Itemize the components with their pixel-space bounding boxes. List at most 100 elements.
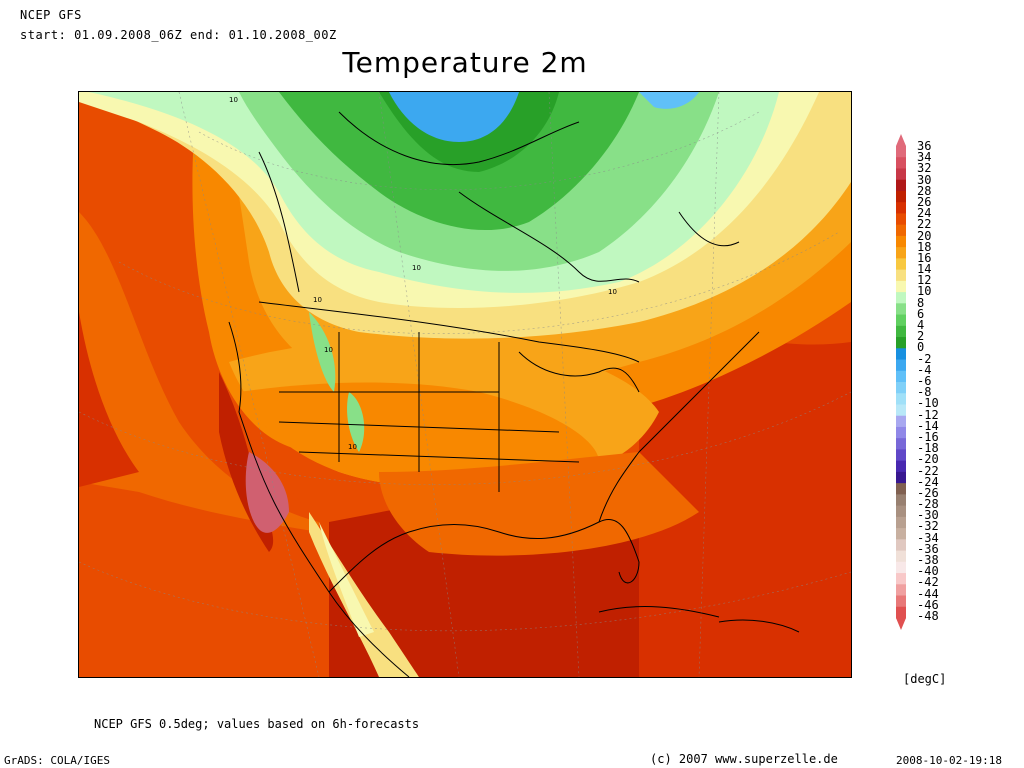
legend-tick-label: -22: [917, 463, 939, 478]
legend-swatch: [896, 516, 906, 529]
legend-swatch: [896, 190, 906, 203]
model-name: NCEP GFS: [20, 8, 82, 22]
legend-tick-label: 22: [917, 217, 932, 232]
legend-swatch: [896, 314, 906, 327]
legend-tick-label: -30: [917, 508, 939, 523]
legend-swatch: [896, 426, 906, 439]
legend-tick-label: 18: [917, 239, 932, 254]
legend-tick-label: 6: [917, 306, 925, 321]
legend-tick-label: 16: [917, 250, 932, 265]
legend-tick-label: -10: [917, 396, 939, 411]
legend-swatch: [896, 235, 906, 248]
legend-swatch: [896, 370, 906, 383]
legend-swatch: [896, 483, 906, 495]
legend-swatch: [896, 550, 906, 563]
legend-swatch: [896, 247, 906, 259]
legend-tick-label: 24: [917, 206, 932, 221]
temperature-map: 10 10 10 10 10 10: [78, 91, 852, 678]
legend-swatch: [896, 471, 906, 484]
legend-swatch: [896, 168, 906, 181]
legend-swatch: [896, 325, 906, 338]
legend-tick-label: -28: [917, 497, 939, 512]
legend-tick-label: -34: [917, 530, 939, 545]
map-title: Temperature 2m: [342, 46, 588, 79]
legend-max-arrow: [896, 134, 906, 146]
legend-swatch: [896, 505, 906, 518]
legend-swatch: [896, 303, 906, 316]
legend-swatch: [896, 539, 906, 552]
legend-swatch: [896, 337, 906, 349]
contour-label: 10: [324, 346, 333, 354]
legend-tick-label: 0: [917, 340, 925, 355]
legend-swatch: [896, 415, 906, 428]
timestamp: 2008-10-02-19:18: [896, 754, 1002, 767]
legend-swatch: [896, 438, 906, 450]
legend-swatch: [896, 292, 906, 304]
legend-tick-label: 36: [917, 139, 932, 153]
legend-tick-label: -18: [917, 441, 939, 456]
legend-tick-label: -36: [917, 541, 939, 556]
legend-tick-label: 28: [917, 183, 932, 198]
contour-label: 10: [229, 96, 238, 104]
legend-swatch: [896, 157, 906, 169]
contour-label: 10: [608, 288, 617, 296]
legend-tick-label: -24: [917, 474, 939, 489]
legend-swatch: [896, 528, 906, 540]
software-credit: GrADS: COLA/IGES: [4, 754, 110, 767]
legend-tick-label: -40: [917, 564, 939, 579]
legend-swatch: [896, 404, 906, 417]
legend-swatch: [896, 573, 906, 585]
legend-swatch: [896, 224, 906, 237]
legend-tick-label: -6: [917, 374, 932, 388]
legend-tick-label: -44: [917, 586, 939, 601]
legend-swatch: [896, 258, 906, 271]
legend-swatch: [896, 561, 906, 574]
legend-tick-label: 20: [917, 228, 932, 243]
legend-tick-label: -38: [917, 553, 939, 568]
legend-swatch: [896, 179, 906, 192]
legend-tick-label: 14: [917, 262, 932, 277]
legend-swatch: [896, 348, 906, 361]
legend-tick-label: 2: [917, 329, 925, 344]
copyright: (c) 2007 www.superzelle.de: [650, 752, 838, 766]
forecast-period: start: 01.09.2008_06Z end: 01.10.2008_00…: [20, 28, 337, 42]
color-legend: [896, 134, 906, 630]
legend-tick-label: -20: [917, 452, 939, 467]
legend-swatch: [896, 382, 906, 394]
legend-swatch: [896, 269, 906, 282]
legend-swatch: [896, 280, 906, 293]
legend-tick-label: -48: [917, 609, 939, 623]
legend-tick-label: 10: [917, 284, 932, 299]
legend-swatch: [896, 393, 906, 405]
legend-swatch: [896, 213, 906, 226]
legend-swatch: [896, 460, 906, 473]
legend-tick-label: 12: [917, 273, 932, 288]
legend-swatch: [896, 146, 906, 158]
legend-swatch: [896, 606, 906, 619]
legend-min-arrow: [896, 618, 906, 630]
contour-label: 10: [348, 443, 357, 451]
legend-tick-label: -46: [917, 597, 939, 612]
legend-tick-label: -14: [917, 418, 939, 433]
contour-label: 10: [412, 264, 421, 272]
data-source-note: NCEP GFS 0.5deg; values based on 6h-fore…: [94, 717, 420, 731]
legend-swatch: [896, 449, 906, 462]
legend-units: [degC]: [903, 672, 947, 686]
legend-tick-label: -2: [917, 351, 932, 366]
legend-swatch: [896, 202, 906, 214]
legend-tick-label: 34: [917, 150, 932, 165]
legend-tick-label: 30: [917, 172, 932, 187]
contour-label: 10: [313, 296, 322, 304]
legend-swatch: [896, 595, 906, 608]
legend-swatch: [896, 494, 906, 507]
legend-tick-label: -32: [917, 519, 939, 534]
legend-tick-label: -16: [917, 429, 939, 444]
legend-swatch: [896, 359, 906, 372]
legend-tick-label: 8: [917, 295, 925, 310]
legend-tick-label: -26: [917, 485, 939, 500]
legend-tick-label: -12: [917, 407, 939, 422]
legend-swatch: [896, 584, 906, 597]
legend-tick-label: -8: [917, 385, 932, 400]
legend-tick-label: 32: [917, 161, 932, 176]
legend-tick-label: -42: [917, 575, 939, 590]
